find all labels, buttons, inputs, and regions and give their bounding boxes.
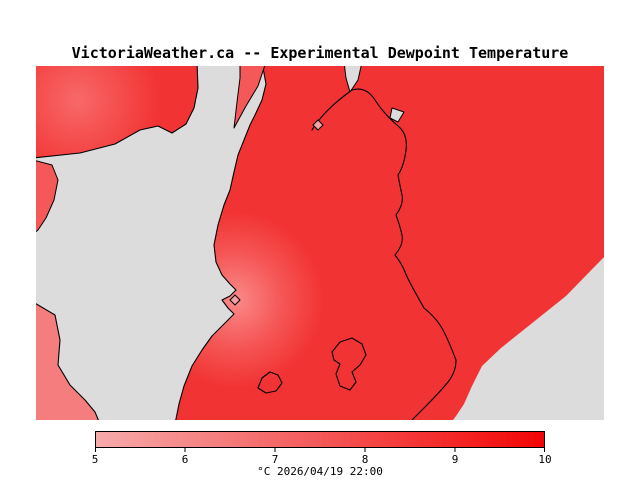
colorbar-tick-7: 7 (271, 453, 279, 466)
station-marker-north (312, 119, 324, 131)
dewpoint-map (36, 66, 604, 420)
coastline-east (311, 88, 457, 420)
colorbar-tick-5: 5 (91, 453, 99, 466)
colorbar-gradient (95, 431, 545, 448)
inlet-top-small (343, 66, 362, 93)
land-area-west (36, 66, 267, 420)
page-title: VictoriaWeather.ca -- Experimental Dewpo… (71, 44, 569, 62)
inlet-top-tiny (389, 107, 405, 123)
colorbar-unit-label: °C 2026/04/19 22:00 (257, 465, 383, 478)
field-sliver-west-edge (36, 160, 59, 233)
land-area-southeast (453, 257, 604, 420)
colorbar (95, 431, 545, 452)
peninsula-top (233, 66, 266, 129)
island-outline-large (331, 337, 367, 391)
island-outline-small (257, 371, 283, 394)
colorbar-tick-9: 9 (451, 453, 459, 466)
station-marker-central (229, 294, 241, 306)
colorbar-tick-6: 6 (181, 453, 189, 466)
colorbar-tick-marks (95, 448, 545, 452)
field-light-strip-southwest (36, 303, 99, 420)
colorbar-tick-10: 10 (538, 453, 552, 466)
colorbar-tick-8: 8 (361, 453, 369, 466)
